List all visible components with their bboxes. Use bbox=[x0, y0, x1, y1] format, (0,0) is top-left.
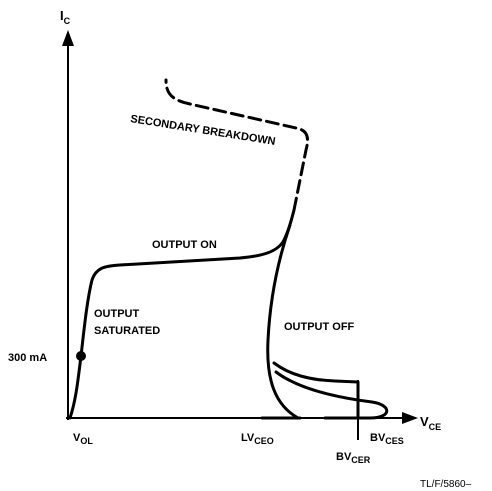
output-off-curve bbox=[266, 223, 300, 420]
operating-point bbox=[76, 351, 86, 361]
bv-ces-curve bbox=[274, 370, 389, 420]
figure-id: TL/F/5860– bbox=[420, 479, 472, 490]
output-saturated-label: SATURATED bbox=[94, 325, 160, 337]
y-arrow bbox=[62, 30, 74, 46]
output-on-label: OUTPUT ON bbox=[152, 239, 217, 251]
breakdown-curve bbox=[164, 78, 310, 212]
bv-cer-label: BVCER bbox=[336, 451, 371, 465]
lv-ceo-label: LVCEO bbox=[241, 432, 274, 446]
v-ol-label: VOL bbox=[73, 432, 93, 446]
bv-cer-curve bbox=[272, 361, 360, 420]
x-arrow bbox=[402, 412, 418, 424]
y-axis-label: IC bbox=[60, 8, 71, 26]
bv-ces-label: BVCES bbox=[370, 432, 404, 446]
output-saturated-label: OUTPUT bbox=[94, 308, 140, 320]
current-label: 300 mA bbox=[8, 352, 47, 364]
x-axis-label: VCE bbox=[420, 414, 441, 432]
output-off-label: OUTPUT OFF bbox=[284, 321, 355, 333]
